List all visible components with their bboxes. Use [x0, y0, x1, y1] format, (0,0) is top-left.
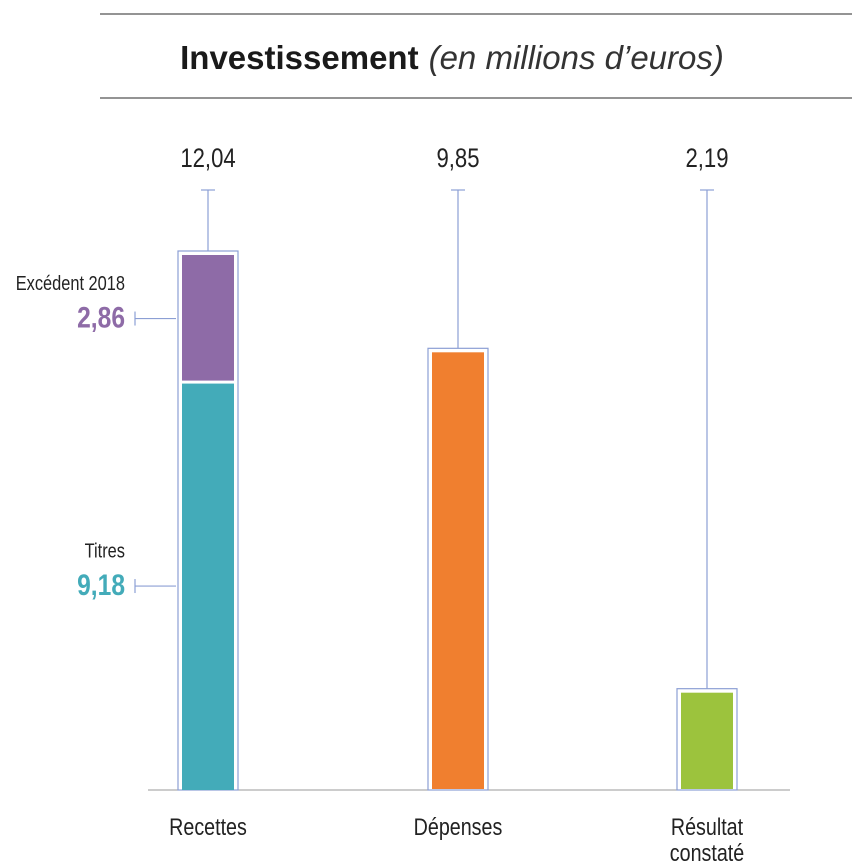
chart-subtitle: (en millions d’euros) [429, 39, 724, 76]
title-block: Investissement (en millions d’euros) [180, 39, 724, 76]
category-label: Résultat constaté [669, 814, 745, 867]
category-label: Recettes [169, 814, 247, 841]
annotation-value: 2,86 [77, 300, 125, 334]
annotation-name: Titres [85, 539, 125, 562]
bar [432, 352, 484, 789]
value-label: 2,19 [685, 144, 728, 174]
bar [681, 692, 733, 789]
value-label: 12,04 [180, 144, 235, 174]
annotation-value: 9,18 [77, 568, 125, 602]
category-label: Dépenses [413, 814, 503, 841]
value-label: 9,85 [436, 144, 479, 174]
bar-segment [182, 255, 234, 381]
chart-title: Investissement [180, 39, 418, 76]
bar-segment [182, 383, 234, 790]
annotation-name: Excédent 2018 [16, 271, 125, 294]
